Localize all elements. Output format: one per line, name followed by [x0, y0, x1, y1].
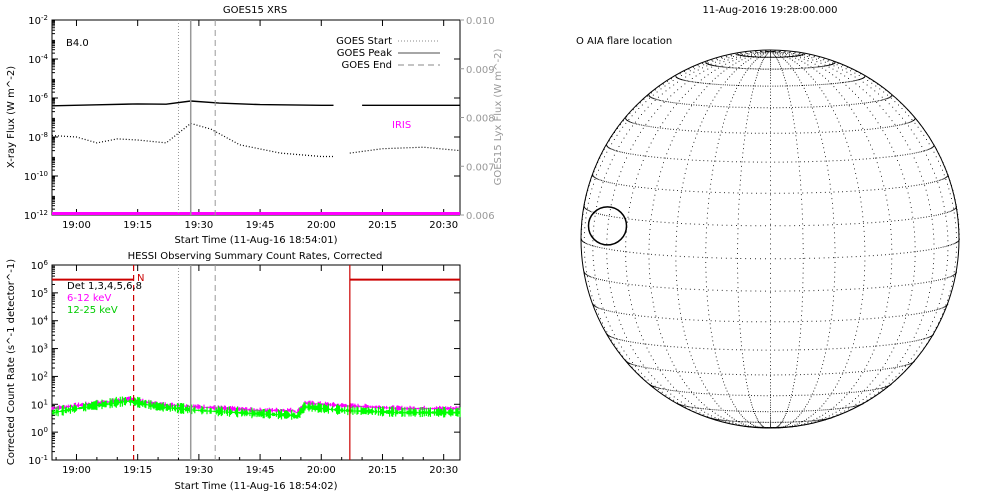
goes-legend: GOES Start GOES Peak GOES End [336, 36, 440, 71]
legend-goes-end-label: GOES End [342, 60, 392, 71]
goes-series-2 [51, 122, 334, 158]
y-tick-label: 100 [31, 426, 48, 439]
legend-12-25-label: 12-25 keV [67, 305, 118, 316]
legend-goes-start-label: GOES Start [336, 36, 392, 47]
hessi-series-group [51, 278, 461, 420]
y-tick-label: 102 [31, 370, 48, 383]
x-tick-label: 19:45 [246, 220, 275, 231]
y-tick-label: 10-8 [28, 131, 48, 144]
heliographic-grid [581, 50, 960, 429]
goes-plot-frame [51, 19, 461, 216]
hessi-event-markers [133, 265, 351, 460]
aia-legend-label: O AIA flare location [576, 36, 672, 47]
y2-tick-label: 0.008 [466, 114, 495, 125]
y2-tick-label: 0.009 [466, 65, 495, 76]
goes-xrs-panel: GOES15 XRS 10-2 10-4 10-6 10-8 10-10 10-12 0.… [6, 5, 504, 246]
hessi-plot-frame [51, 264, 461, 461]
x-tick-label: 20:00 [307, 465, 336, 476]
x-tick-label: 20:00 [307, 220, 336, 231]
y-tick-label: 105 [31, 287, 48, 300]
legend-6-12-label: 6-12 keV [67, 293, 111, 304]
x-tick-label: 19:15 [123, 220, 152, 231]
night-label: N [137, 273, 144, 284]
x-tick-label: 19:15 [123, 465, 152, 476]
iris-annotation: IRIS [392, 120, 411, 131]
goes-y2label: GOES15 Lyx Flux (W m^-2) [493, 49, 504, 186]
grid-dots [581, 50, 960, 429]
y2-tick-label: 0.010 [466, 16, 495, 27]
y-tick-label: 10-1 [28, 454, 48, 467]
goes-series-0 [51, 100, 334, 107]
x-tick-label: 19:00 [62, 220, 91, 231]
y2-tick-label: 0.007 [466, 162, 495, 173]
x-tick-label: 20:30 [429, 465, 458, 476]
x-tick-label: 19:30 [184, 220, 213, 231]
disk-title: 11-Aug-2016 19:28:00.000 [702, 5, 837, 16]
y-tick-label: 106 [31, 259, 49, 272]
x-tick-label: 20:30 [429, 220, 458, 231]
goes-y-axis: 10-2 10-4 10-6 10-8 10-10 10-12 [24, 14, 460, 222]
x-tick-label: 19:45 [246, 465, 275, 476]
y-tick-label: 10-10 [24, 170, 48, 183]
hessi-legend: Det 1,3,4,5,6,8 6-12 keV 12-25 keV [67, 281, 142, 316]
y-tick-label: 10-2 [28, 14, 48, 27]
solar-limb [580, 49, 960, 429]
goes-series-3 [349, 146, 461, 154]
x-tick-label: 19:30 [184, 465, 213, 476]
flare-location-marker [587, 206, 628, 246]
y-tick-label: 10-4 [28, 53, 48, 66]
y-tick-label: 10-6 [28, 92, 48, 105]
hessi-x-axis: 19:00 19:15 19:30 19:45 20:00 20:15 20:30 [55, 265, 458, 476]
y-tick-label: 103 [31, 343, 48, 356]
legend-det-label: Det 1,3,4,5,6,8 [67, 281, 142, 292]
hessi-y-axis: 106 105 104 103 102 101 100 10-1 [28, 259, 460, 467]
y-tick-label: 104 [31, 315, 49, 328]
solar-disk-panel: 11-Aug-2016 19:28:00.000 O AIA flare loc… [576, 5, 960, 429]
legend-goes-peak-label: GOES Peak [337, 48, 392, 59]
hessi-title: HESSI Observing Summary Count Rates, Cor… [128, 251, 383, 262]
goes-y2-axis: 0.010 0.009 0.008 0.007 0.006 [460, 16, 495, 222]
goes-class-label: B4.0 [66, 38, 89, 49]
x-tick-label: 20:15 [368, 220, 397, 231]
goes-ylabel: X-ray Flux (W m^-2) [6, 66, 17, 168]
y-tick-label: 10-12 [24, 209, 48, 222]
hessi-ylabel: Corrected Count Rate (s^-1 detector^-1) [6, 259, 17, 465]
goes-event-markers [177, 20, 216, 215]
y2-tick-label: 0.006 [466, 211, 495, 222]
goes-series-group [51, 100, 461, 215]
x-tick-label: 19:00 [62, 465, 91, 476]
hessi-series-1 [51, 400, 460, 418]
x-tick-label: 20:15 [368, 465, 397, 476]
goes-xlabel: Start Time (11-Aug-16 18:54:01) [174, 235, 337, 246]
goes-title: GOES15 XRS [223, 5, 287, 16]
hessi-panel: HESSI Observing Summary Count Rates, Cor… [6, 251, 461, 492]
hessi-xlabel: Start Time (11-Aug-16 18:54:02) [174, 481, 337, 492]
y-tick-label: 101 [31, 398, 48, 411]
